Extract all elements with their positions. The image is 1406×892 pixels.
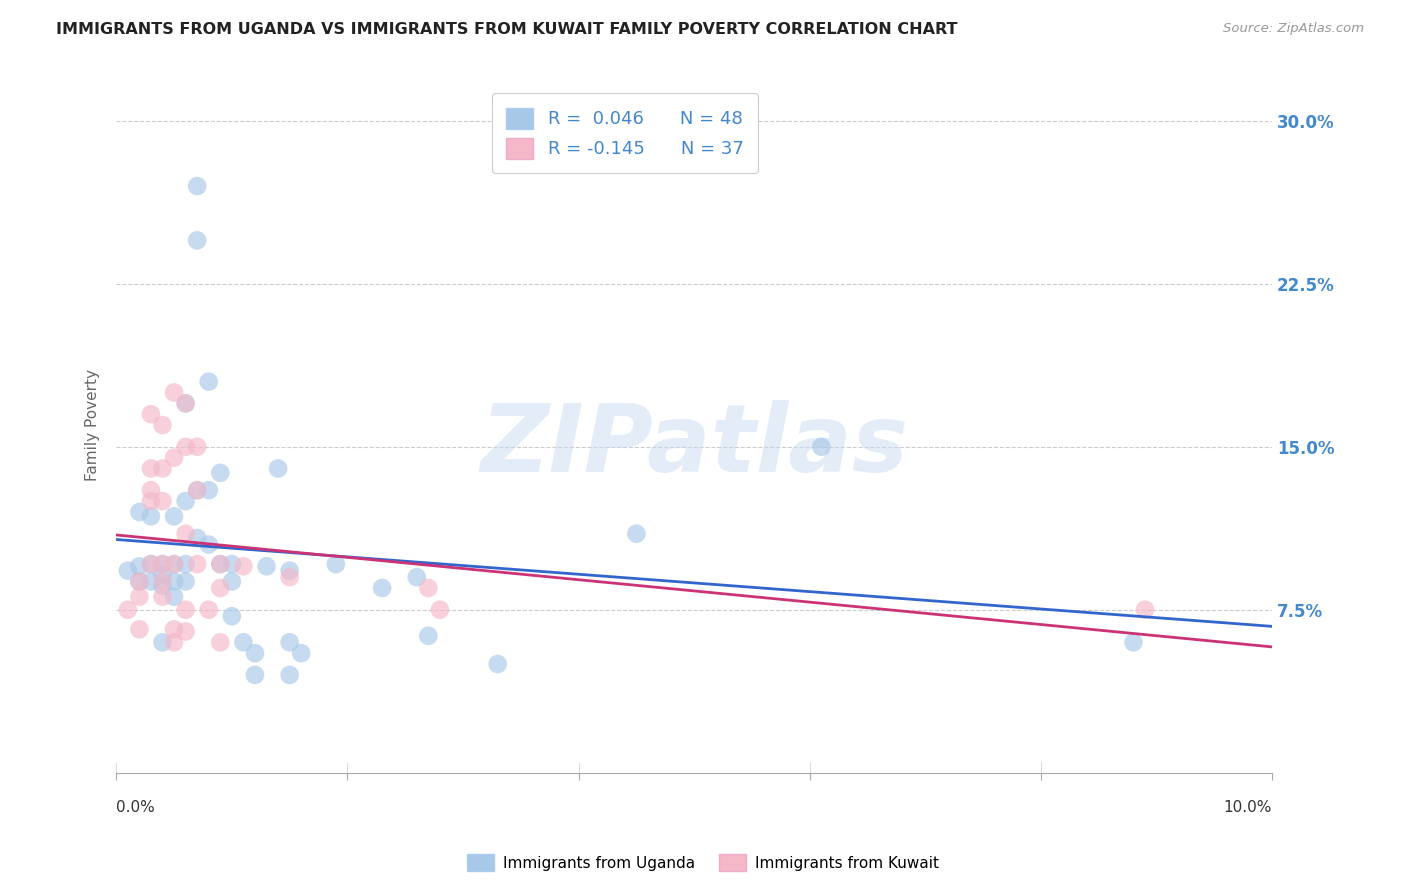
Point <box>152 574 174 589</box>
Text: IMMIGRANTS FROM UGANDA VS IMMIGRANTS FROM KUWAIT FAMILY POVERTY CORRELATION CHAR: IMMIGRANTS FROM UGANDA VS IMMIGRANTS FRO… <box>56 22 957 37</box>
Point <box>152 418 174 433</box>
Point <box>128 574 150 589</box>
Point <box>174 440 197 454</box>
Point <box>128 622 150 636</box>
Point <box>128 574 150 589</box>
Point <box>278 570 301 584</box>
Text: 0.0%: 0.0% <box>117 799 155 814</box>
Point <box>626 526 648 541</box>
Point <box>174 396 197 410</box>
Point <box>139 557 162 571</box>
Point <box>174 494 197 508</box>
Legend: Immigrants from Uganda, Immigrants from Kuwait: Immigrants from Uganda, Immigrants from … <box>461 848 945 877</box>
Point <box>197 375 219 389</box>
Point <box>290 646 312 660</box>
Point <box>163 635 186 649</box>
Y-axis label: Family Poverty: Family Poverty <box>86 369 100 481</box>
Point <box>232 635 254 649</box>
Point <box>278 564 301 578</box>
Point <box>128 505 150 519</box>
Point <box>139 483 162 498</box>
Point <box>186 483 208 498</box>
Point <box>174 624 197 639</box>
Point <box>221 557 243 571</box>
Point <box>128 590 150 604</box>
Point <box>486 657 509 671</box>
Point <box>163 385 186 400</box>
Point <box>152 568 174 582</box>
Point <box>418 629 440 643</box>
Point <box>152 635 174 649</box>
Point <box>152 461 174 475</box>
Point <box>267 461 290 475</box>
Point <box>163 450 186 465</box>
Point <box>221 574 243 589</box>
Point <box>186 233 208 247</box>
Point <box>163 574 186 589</box>
Point <box>152 494 174 508</box>
Point <box>371 581 394 595</box>
Text: 10.0%: 10.0% <box>1223 799 1272 814</box>
Point <box>325 557 347 571</box>
Point <box>163 509 186 524</box>
Point <box>163 557 186 571</box>
Legend: R =  0.046  N = 48, R = -0.145  N = 37: R = 0.046 N = 48, R = -0.145 N = 37 <box>492 94 758 173</box>
Point <box>163 622 186 636</box>
Point <box>174 526 197 541</box>
Point <box>243 668 266 682</box>
Point <box>152 579 174 593</box>
Point <box>174 574 197 589</box>
Point <box>405 570 427 584</box>
Point <box>429 603 451 617</box>
Point <box>152 557 174 571</box>
Point <box>197 483 219 498</box>
Point <box>186 440 208 454</box>
Point <box>139 509 162 524</box>
Point <box>152 557 174 571</box>
Point <box>209 466 232 480</box>
Point <box>1122 635 1144 649</box>
Text: Source: ZipAtlas.com: Source: ZipAtlas.com <box>1223 22 1364 36</box>
Point <box>174 557 197 571</box>
Text: ZIPatlas: ZIPatlas <box>479 400 908 491</box>
Point <box>163 557 186 571</box>
Point <box>152 590 174 604</box>
Point <box>810 440 832 454</box>
Point <box>209 557 232 571</box>
Point <box>186 531 208 545</box>
Point <box>163 590 186 604</box>
Point <box>174 603 197 617</box>
Point <box>139 574 162 589</box>
Point <box>197 603 219 617</box>
Point <box>139 461 162 475</box>
Point <box>243 646 266 660</box>
Point <box>186 483 208 498</box>
Point <box>209 557 232 571</box>
Point <box>128 559 150 574</box>
Point <box>278 635 301 649</box>
Point <box>174 396 197 410</box>
Point <box>139 557 162 571</box>
Point <box>209 581 232 595</box>
Point <box>221 609 243 624</box>
Point <box>256 559 278 574</box>
Point <box>139 407 162 421</box>
Point <box>197 537 219 551</box>
Point <box>117 564 139 578</box>
Point <box>186 557 208 571</box>
Point <box>117 603 139 617</box>
Point <box>209 635 232 649</box>
Point <box>232 559 254 574</box>
Point <box>186 179 208 194</box>
Point <box>418 581 440 595</box>
Point <box>139 494 162 508</box>
Point <box>1133 603 1156 617</box>
Point <box>278 668 301 682</box>
